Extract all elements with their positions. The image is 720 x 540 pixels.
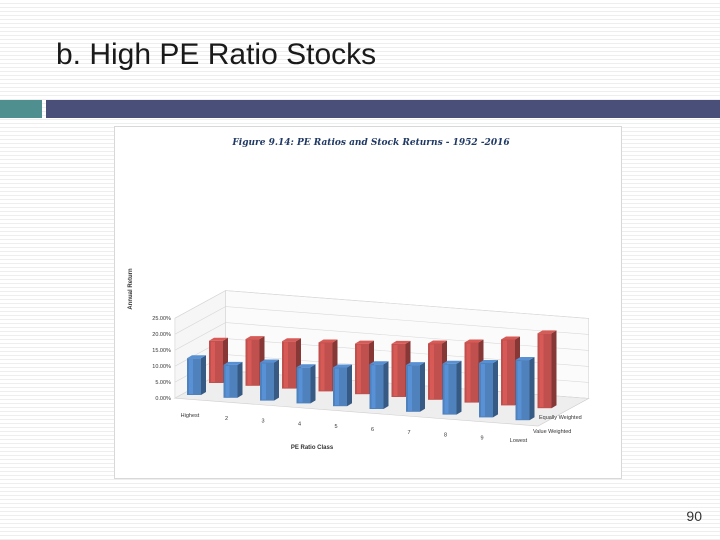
- chart-x-tick-labels: Highest 2 3 4 5 6 7 8 9 Lowest: [181, 413, 528, 444]
- series-label: Value Weighted: [533, 429, 571, 435]
- y-tick-label: 20.00%: [152, 332, 171, 338]
- x-tick-label: Highest: [181, 413, 200, 419]
- x-tick-label: 7: [407, 430, 410, 436]
- y-tick-label: 25.00%: [152, 316, 171, 322]
- x-tick-label: 2: [225, 416, 228, 422]
- bar-equally-weighted-10: [537, 330, 557, 409]
- x-tick-label: 5: [334, 424, 337, 430]
- accent-bar-left: [0, 100, 42, 118]
- accent-bar-right: [46, 100, 720, 118]
- x-tick-label: 3: [261, 419, 264, 425]
- bar-value-weighted-2: [223, 361, 243, 398]
- chart-svg: 0.00% 5.00% 10.00% 15.00% 20.00% 25.00% Highe…: [128, 138, 590, 451]
- chart-bars: [187, 330, 557, 421]
- bar-value-weighted-10: [515, 357, 535, 421]
- y-tick-label: 15.00%: [152, 348, 171, 354]
- bar-value-weighted-6: [369, 361, 389, 409]
- slide-title: b. High PE Ratio Stocks: [56, 38, 377, 71]
- bar-value-weighted-3: [260, 359, 279, 401]
- x-tick-label: Lowest: [510, 438, 528, 444]
- x-tick-label: 8: [444, 433, 447, 439]
- y-tick-label: 10.00%: [152, 364, 171, 370]
- bar-value-weighted-4: [296, 364, 316, 404]
- x-tick-label: 4: [298, 421, 301, 427]
- bar-value-weighted-7: [406, 362, 425, 412]
- x-tick-label: 9: [480, 435, 483, 441]
- chart-x-axis-label: PE Ratio Class: [291, 445, 334, 451]
- y-gridline: [174, 290, 589, 319]
- y-tick-label: 5.00%: [155, 380, 171, 386]
- bar-value-weighted-9: [479, 360, 498, 418]
- chart-title: Figure 9.14: PE Ratios and Stock Returns…: [231, 138, 510, 148]
- bar-value-weighted-8: [442, 360, 462, 415]
- bar-equally-weighted-3: [282, 338, 301, 389]
- y-gridline: [174, 306, 589, 335]
- bar-value-weighted-5: [333, 364, 352, 407]
- page-number: 90: [686, 508, 702, 524]
- chart-y-tick-labels: 0.00% 5.00% 10.00% 15.00% 20.00% 25.00%: [152, 316, 171, 402]
- chart-series-labels: Equally Weighted Value Weighted: [533, 415, 582, 435]
- chart-y-axis-label: Annual Return: [128, 268, 134, 310]
- x-tick-label: 6: [371, 427, 374, 433]
- bar-value-weighted-1: [187, 355, 206, 395]
- y-tick-label: 0.00%: [155, 396, 171, 402]
- series-label: Equally Weighted: [539, 415, 582, 421]
- chart-frame: 0.00% 5.00% 10.00% 15.00% 20.00% 25.00% Highe…: [114, 126, 622, 479]
